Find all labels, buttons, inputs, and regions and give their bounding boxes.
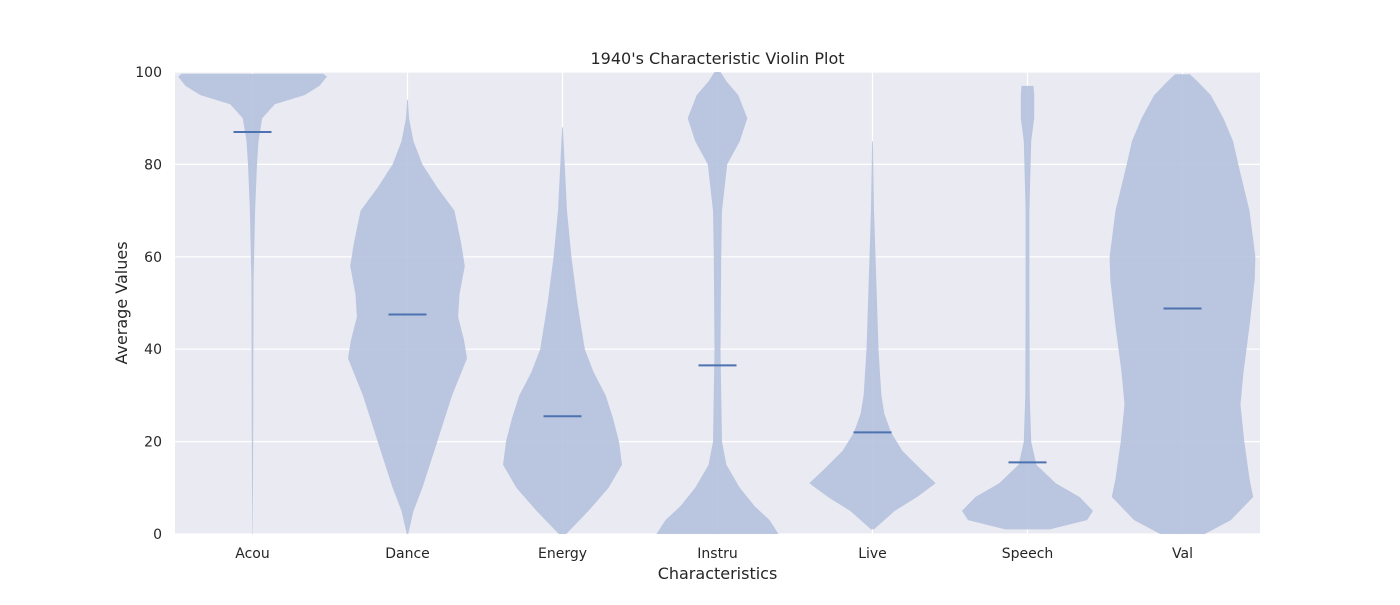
x-axis-title: Characteristics [658, 564, 778, 583]
violin-speech [962, 85, 1093, 530]
x-tick-label: Live [858, 546, 887, 562]
violin-dance [348, 99, 467, 534]
x-tick-label: Acou [235, 546, 269, 562]
y-axis-title: Average Values [112, 241, 131, 364]
y-tick-labels: 0 20 40 60 80 100 [135, 65, 162, 543]
y-tick-label: 80 [144, 157, 162, 173]
violin-instru [656, 72, 779, 534]
violin-energy [503, 127, 622, 535]
violin-live [809, 141, 936, 530]
x-tick-labels: Acou Dance Energy Instru Live Speech Val [235, 546, 1193, 562]
violin-acou [178, 73, 327, 535]
y-tick-label: 40 [144, 342, 162, 358]
x-tick-label: Speech [1002, 546, 1054, 562]
y-tick-label: 60 [144, 250, 162, 266]
violin-val [1109, 74, 1256, 535]
x-tick-label: Val [1172, 546, 1193, 562]
y-tick-label: 0 [153, 527, 162, 543]
y-tick-label: 100 [135, 65, 162, 81]
violins [178, 72, 1256, 535]
mean-markers [233, 131, 1202, 464]
y-tick-label: 20 [144, 435, 162, 451]
chart-title: 1940's Characteristic Violin Plot [590, 49, 844, 68]
x-tick-label: Instru [697, 546, 737, 562]
x-tick-label: Dance [385, 546, 430, 562]
x-tick-label: Energy [538, 546, 587, 562]
